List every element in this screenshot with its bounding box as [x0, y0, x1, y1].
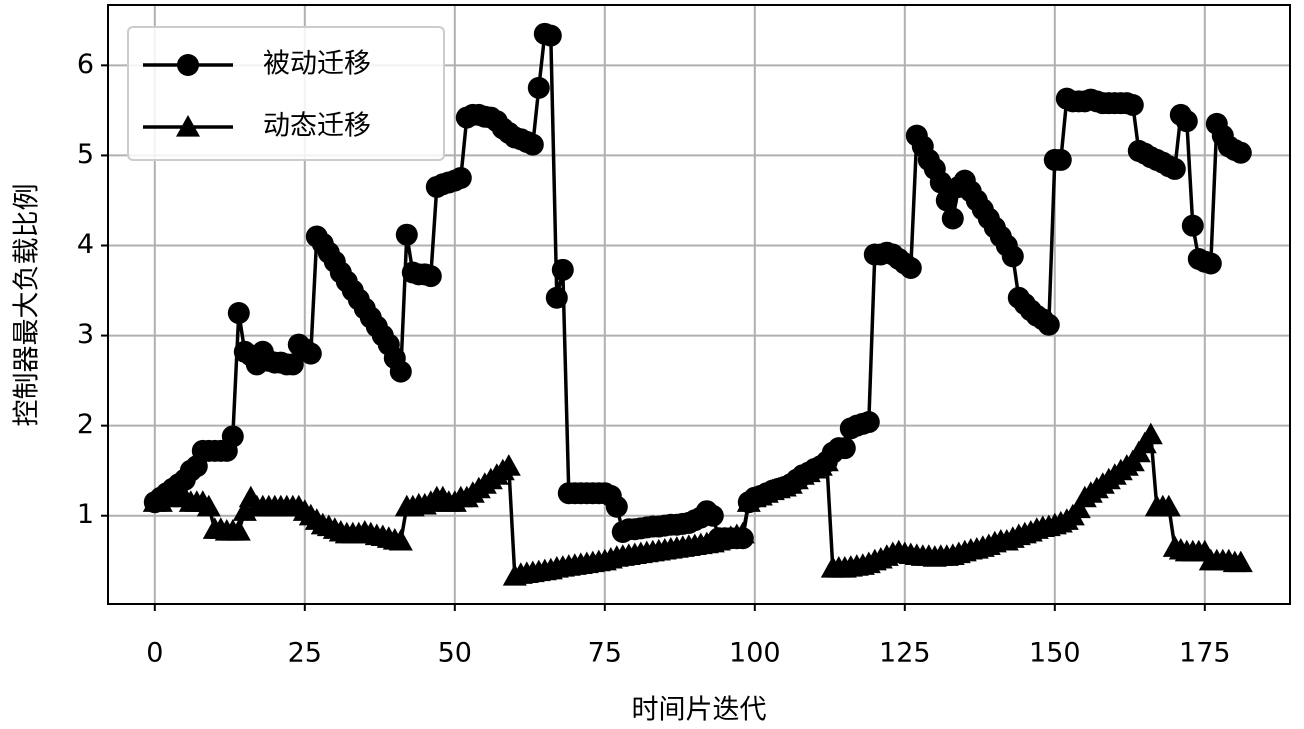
y-tick-label: 1 [77, 499, 94, 530]
marker [527, 76, 550, 99]
marker [1138, 422, 1163, 445]
x-tick-label: 125 [879, 638, 931, 669]
marker [419, 265, 442, 288]
marker [176, 115, 200, 137]
marker [388, 528, 413, 551]
marker [196, 494, 221, 517]
marker [389, 360, 412, 383]
marker [226, 519, 251, 541]
x-tick-label: 175 [1179, 638, 1231, 669]
marker [899, 257, 922, 280]
marker [521, 133, 544, 156]
x-tick-label: 100 [729, 638, 781, 669]
marker [1229, 141, 1252, 164]
plot [142, 22, 1253, 586]
marker [227, 302, 250, 325]
marker [395, 223, 418, 246]
marker [1199, 252, 1222, 275]
legend-label: 动态迁移 [263, 111, 371, 142]
marker [814, 449, 839, 472]
y-tick-label: 5 [77, 139, 94, 170]
y-tick-label: 2 [77, 409, 94, 440]
marker [1049, 148, 1072, 171]
marker [857, 411, 880, 434]
marker [730, 521, 755, 544]
marker [1066, 496, 1091, 519]
y-tick-label: 6 [77, 49, 94, 80]
marker [1001, 245, 1024, 268]
marker [941, 207, 964, 230]
marker [281, 353, 304, 376]
x-tick-label: 50 [438, 638, 472, 669]
marker [605, 495, 628, 518]
marker [929, 171, 952, 194]
marker [1181, 214, 1204, 237]
marker [449, 166, 472, 189]
marker [551, 258, 574, 281]
marker [1228, 550, 1253, 573]
x-tick-label: 75 [588, 638, 622, 669]
marker [1037, 313, 1060, 336]
marker [701, 504, 724, 527]
marker [833, 437, 856, 460]
axes-frame [107, 4, 1291, 605]
y-tick-label: 3 [77, 319, 94, 350]
marker [545, 286, 568, 309]
y-axis-label: 控制器最大负载比例 [12, 184, 43, 427]
marker [299, 342, 322, 365]
x-axis-label: 时间片迭代 [632, 695, 767, 726]
marker [1163, 157, 1186, 180]
x-tick-label: 25 [288, 638, 322, 669]
x-tick-label: 150 [1029, 638, 1081, 669]
marker [539, 24, 562, 47]
legend-label: 被动迁移 [263, 49, 371, 80]
marker [1121, 93, 1144, 116]
marker [1156, 494, 1181, 517]
x-tick-label: 0 [146, 638, 163, 669]
marker [1175, 110, 1198, 133]
marker [496, 454, 521, 476]
y-tick-label: 4 [77, 229, 94, 260]
marker [177, 54, 199, 76]
marker [221, 425, 244, 448]
